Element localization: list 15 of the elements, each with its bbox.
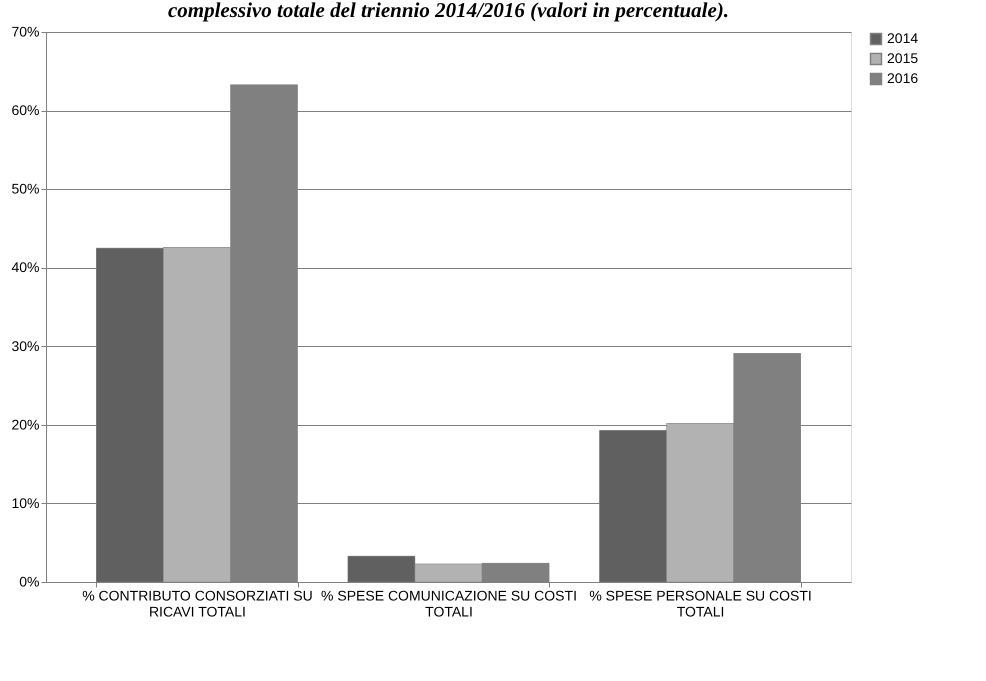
y-tick-label: 40%	[11, 259, 40, 276]
y-tick-label: 60%	[11, 102, 40, 118]
x-tick-label: % CONTRIBUTO CONSORZIATI SU RICAVI TOTALI	[82, 588, 313, 620]
x-tick-label: % SPESE COMUNICAZIONE SU COSTI TOTALI	[321, 588, 577, 620]
legend-label: 2015	[887, 50, 918, 66]
y-tick-label: 70%	[11, 24, 40, 40]
y-tick-label: 10%	[11, 494, 40, 511]
chart-title: complessivo totale del triennio 2014/2016 (valori in percentuale).	[168, 0, 730, 22]
y-tick-label: 20%	[11, 416, 40, 432]
y-tick-label: 0%	[19, 574, 40, 590]
y-tick-label: 50%	[11, 180, 40, 197]
legend-label: 2014	[887, 30, 918, 46]
y-tick-label: 30%	[11, 338, 40, 354]
legend-label: 2016	[887, 70, 918, 86]
x-tick-label: % SPESE PERSONALE SU COSTI TOTALI	[589, 588, 812, 620]
